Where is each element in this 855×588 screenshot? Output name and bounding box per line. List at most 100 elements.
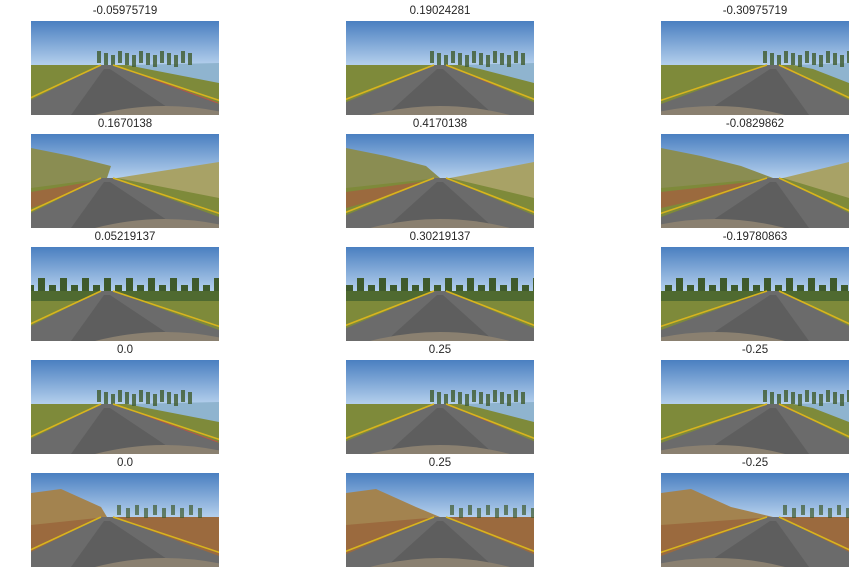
tree — [812, 392, 816, 404]
tree — [522, 505, 526, 515]
tree — [531, 508, 534, 518]
tree — [444, 55, 448, 67]
camera-frame-center — [346, 473, 534, 567]
hill — [31, 148, 111, 188]
tree — [504, 505, 508, 515]
steering-angle-title: -0.25 — [741, 344, 769, 356]
tree — [847, 390, 849, 402]
tree — [486, 505, 490, 515]
tree — [486, 394, 490, 406]
car-hood — [95, 219, 219, 228]
tree — [514, 390, 518, 402]
tree — [830, 278, 837, 295]
tree — [495, 508, 499, 518]
lane-line-right — [445, 177, 534, 214]
road — [661, 404, 849, 454]
sky — [661, 360, 849, 406]
tree — [171, 505, 175, 515]
tree — [720, 278, 727, 295]
steering-angle-title: 0.0 — [117, 344, 133, 356]
water — [793, 63, 849, 83]
road-texture — [701, 182, 809, 228]
tree — [805, 390, 809, 402]
tree — [810, 508, 814, 518]
tree — [146, 392, 150, 404]
road — [661, 517, 849, 567]
tree — [180, 508, 184, 518]
tree — [31, 285, 34, 295]
tree — [437, 53, 441, 65]
tree — [401, 278, 408, 295]
steering-angle-title: 0.25 — [428, 457, 452, 469]
tree — [812, 53, 816, 65]
tree — [783, 505, 787, 515]
tree — [676, 278, 683, 295]
tree — [513, 508, 517, 518]
car-hood — [95, 445, 219, 454]
tree — [840, 394, 844, 406]
tree — [467, 278, 474, 295]
tree — [167, 53, 171, 65]
tree — [139, 390, 143, 402]
tree — [451, 51, 455, 63]
tree — [465, 394, 469, 406]
hill — [117, 162, 219, 198]
tree — [798, 394, 802, 406]
tree — [115, 285, 122, 295]
tree — [477, 508, 481, 518]
tree — [104, 53, 108, 65]
tree — [38, 278, 45, 295]
camera-frame-right — [661, 247, 849, 341]
camera-frame-right — [661, 473, 849, 567]
tree — [805, 51, 809, 63]
tree — [162, 508, 166, 518]
steering-angle-title: -0.05975719 — [92, 5, 158, 17]
car-hood — [370, 106, 510, 115]
steering-angle-title: 0.25 — [428, 344, 452, 356]
tree — [493, 51, 497, 63]
tree — [698, 278, 705, 295]
tree — [174, 55, 178, 67]
road — [31, 65, 219, 115]
hill — [661, 148, 773, 188]
hill — [661, 489, 773, 525]
tree — [379, 278, 386, 295]
tree — [775, 285, 782, 295]
tree — [753, 285, 760, 295]
tree — [423, 278, 430, 295]
road — [346, 517, 534, 567]
tree — [514, 51, 518, 63]
tree — [368, 285, 375, 295]
tree — [459, 508, 463, 518]
car-hood — [661, 332, 785, 341]
steering-angle-title: -0.19780863 — [722, 231, 788, 243]
tree — [833, 53, 837, 65]
lane-line-left — [346, 64, 435, 101]
tree — [144, 508, 148, 518]
tree — [346, 285, 353, 295]
road-texture — [386, 182, 494, 228]
steering-angle-title: 0.0 — [117, 457, 133, 469]
tree — [521, 53, 525, 65]
tree — [444, 394, 448, 406]
water — [460, 402, 534, 422]
tree — [126, 508, 130, 518]
tree — [153, 55, 157, 67]
tree — [665, 285, 672, 295]
car-hood — [370, 558, 510, 567]
camera-frame-right — [661, 21, 849, 115]
tree — [111, 55, 115, 67]
car-hood — [370, 219, 510, 228]
road-texture — [386, 408, 494, 454]
car-hood — [95, 332, 219, 341]
tree — [709, 285, 716, 295]
lane-line-left — [346, 177, 435, 214]
lane-line-left — [661, 290, 768, 328]
camera-frame-center — [346, 21, 534, 115]
road — [31, 404, 219, 454]
tree — [522, 285, 529, 295]
tree — [104, 278, 111, 295]
tree — [489, 278, 496, 295]
road-texture — [71, 521, 179, 567]
camera-frame-center — [346, 247, 534, 341]
